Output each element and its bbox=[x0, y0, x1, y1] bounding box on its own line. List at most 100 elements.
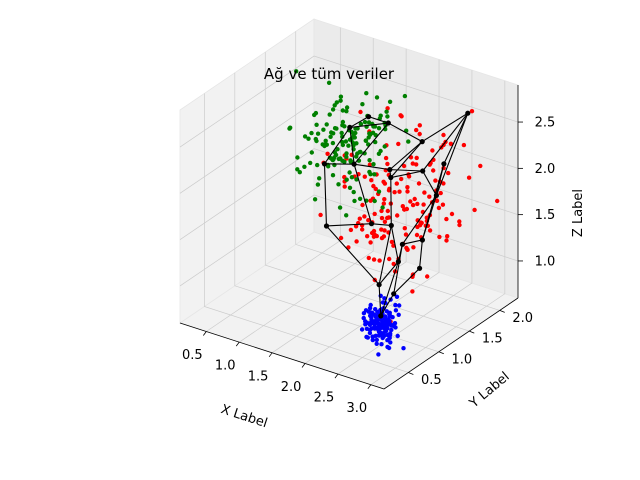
scatter-point bbox=[422, 190, 427, 195]
scatter-point bbox=[387, 99, 393, 105]
scatter-point bbox=[338, 98, 343, 103]
network-edge bbox=[401, 195, 437, 245]
scatter-point bbox=[444, 216, 449, 222]
scatter-point bbox=[351, 132, 356, 138]
scatter-point bbox=[364, 320, 370, 325]
z-tick-label: 2.5 bbox=[535, 116, 556, 131]
scatter-point bbox=[315, 131, 321, 136]
scatter-point bbox=[344, 213, 349, 218]
scatter-point bbox=[405, 189, 410, 194]
scatter-point bbox=[404, 245, 409, 251]
scatter-point bbox=[287, 126, 292, 131]
scatter-point bbox=[331, 131, 336, 136]
scatter-point bbox=[388, 313, 393, 319]
scatter-point bbox=[361, 311, 367, 316]
scatter-point bbox=[386, 215, 391, 220]
scatter-point bbox=[302, 164, 307, 169]
scatter-point bbox=[387, 256, 392, 262]
network-edge bbox=[435, 163, 445, 196]
z-tick-label: 2.0 bbox=[535, 162, 556, 177]
scatter-point bbox=[360, 102, 365, 107]
scatter-point bbox=[339, 130, 344, 136]
scatter-point bbox=[401, 346, 406, 351]
network-edge bbox=[419, 239, 423, 269]
scatter-point bbox=[377, 258, 382, 263]
z-grid-line bbox=[179, 55, 519, 148]
network-edge bbox=[435, 112, 469, 196]
scatter-point bbox=[376, 326, 381, 331]
scatter-point bbox=[379, 227, 384, 232]
y-tick-mark bbox=[499, 310, 505, 313]
scatter-point bbox=[309, 130, 314, 136]
network-edge bbox=[368, 116, 389, 124]
z-grid-line bbox=[179, 194, 519, 287]
scatter-point bbox=[315, 182, 321, 187]
scatter-point bbox=[330, 140, 336, 146]
scatter-point bbox=[371, 257, 377, 262]
scatter-point bbox=[380, 205, 385, 210]
scatter-point bbox=[381, 179, 386, 184]
axis-lines bbox=[179, 85, 523, 390]
scatter-point bbox=[367, 162, 373, 167]
x-grid-line bbox=[271, 48, 407, 354]
scatter-point bbox=[372, 326, 377, 331]
scatter-point bbox=[393, 325, 398, 330]
scatter-point bbox=[338, 94, 344, 99]
network-node bbox=[395, 259, 401, 265]
y-tick-mark bbox=[469, 330, 475, 334]
scatter-point bbox=[342, 184, 347, 189]
network-edge bbox=[389, 169, 423, 172]
scatter-point bbox=[371, 183, 376, 189]
scatter-point bbox=[478, 163, 483, 169]
scatter-point bbox=[440, 202, 446, 207]
scatter-point bbox=[331, 157, 336, 162]
scatter-point bbox=[396, 141, 401, 147]
y-tick-label: 1.0 bbox=[451, 352, 472, 367]
scatter-point bbox=[342, 124, 347, 129]
network-node bbox=[368, 221, 375, 227]
scatter-point bbox=[362, 174, 367, 179]
y-tick-label: 1.5 bbox=[482, 332, 503, 347]
scatter-point bbox=[325, 151, 330, 156]
scatter-point bbox=[392, 190, 397, 195]
network-edge bbox=[390, 141, 423, 178]
scatter-point bbox=[332, 126, 338, 131]
scatter-point bbox=[306, 136, 311, 141]
scatter-point bbox=[446, 170, 451, 176]
scatter-point bbox=[336, 182, 341, 187]
y-axis-line bbox=[383, 297, 519, 390]
network-edge bbox=[390, 225, 399, 262]
scatter-point bbox=[389, 239, 395, 245]
network-node bbox=[321, 161, 328, 167]
scatter-point bbox=[381, 333, 387, 339]
network-edge bbox=[422, 112, 469, 172]
scatter-point bbox=[362, 214, 367, 219]
network-edge bbox=[388, 122, 423, 143]
scatter-point bbox=[397, 303, 402, 308]
scatter-point bbox=[372, 124, 378, 129]
scatter-point bbox=[297, 170, 302, 175]
x-tick-label: 1.0 bbox=[215, 359, 236, 374]
scatter-point bbox=[376, 151, 382, 156]
x-tick-mark bbox=[268, 352, 273, 358]
scatter-point bbox=[381, 201, 386, 206]
network-node bbox=[441, 161, 447, 167]
scatter-point bbox=[436, 205, 442, 211]
scatter-point bbox=[377, 333, 382, 338]
scatter-point bbox=[380, 300, 386, 305]
scatter-point bbox=[312, 197, 318, 202]
x-tick-label: 2.0 bbox=[281, 380, 302, 395]
scatter-point bbox=[359, 327, 365, 332]
z-grid-line bbox=[179, 148, 519, 240]
scatter-point bbox=[386, 188, 392, 193]
scatter-point bbox=[457, 219, 462, 224]
scatter-point bbox=[353, 126, 358, 131]
network-edge bbox=[402, 239, 423, 245]
x-tick-label: 3.0 bbox=[346, 401, 367, 416]
scatter-point bbox=[445, 234, 450, 239]
scatter-point bbox=[360, 202, 365, 208]
scatter-point bbox=[387, 310, 392, 315]
z-tick-label: 1.5 bbox=[535, 208, 556, 223]
scatter-point bbox=[379, 323, 384, 328]
scatter-point bbox=[374, 341, 379, 346]
